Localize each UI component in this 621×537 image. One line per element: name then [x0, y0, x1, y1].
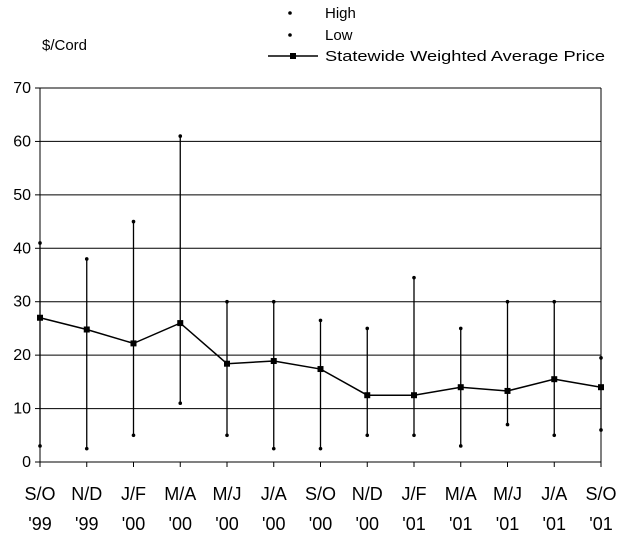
- x-tick-labels: S/O '99 N/D '99 J/F '00 M/A '00 M/J '00 J/A '00 S/O '…: [24, 484, 616, 534]
- average-point: [457, 384, 464, 391]
- high-point: [318, 318, 323, 323]
- average-point: [598, 384, 604, 391]
- low-point: [599, 428, 603, 432]
- average-point: [317, 366, 324, 373]
- x-tick-label-year: '00: [356, 514, 379, 534]
- y-tick-label: 20: [13, 347, 31, 364]
- high-point: [84, 257, 89, 261]
- low-point: [131, 433, 136, 438]
- x-tick-label: N/D: [71, 484, 102, 504]
- x-tick-label: S/O: [305, 484, 336, 504]
- legend-low-label: Low: [325, 27, 353, 44]
- x-tick-label-year: '99: [75, 514, 98, 534]
- average-point: [224, 360, 230, 367]
- high-point: [505, 299, 510, 304]
- y-tick-label: 10: [13, 401, 31, 418]
- legend-high-label: High: [325, 5, 356, 22]
- x-tick-label-year: '99: [28, 514, 51, 534]
- x-tick-label: M/A: [164, 484, 196, 504]
- high-point: [271, 299, 276, 304]
- x-tick-label-year: '00: [215, 514, 238, 534]
- low-point: [412, 433, 416, 438]
- high-point: [552, 299, 557, 304]
- y-tick-label: 30: [13, 294, 31, 311]
- x-tick-label: N/D: [352, 484, 383, 504]
- x-tick-label: S/O: [24, 484, 55, 504]
- legend-low-marker: [288, 33, 292, 37]
- x-tick-label-year: '01: [402, 514, 425, 534]
- high-point: [458, 326, 463, 331]
- low-point: [458, 444, 463, 448]
- axes: [35, 87, 602, 467]
- average-point: [130, 340, 137, 347]
- x-tick-label-year: '00: [169, 514, 192, 534]
- y-axis-label: $/Cord: [42, 37, 88, 54]
- high-low-ranges: [38, 134, 603, 451]
- high-point: [131, 219, 136, 224]
- low-point: [84, 446, 89, 451]
- average-point: [37, 314, 43, 321]
- high-point: [365, 326, 370, 331]
- x-tick-label: M/A: [445, 484, 477, 504]
- x-tick-label: J/F: [121, 484, 146, 504]
- y-tick-label: 0: [22, 454, 31, 471]
- average-point: [411, 392, 417, 399]
- y-tick-label: 50: [13, 187, 31, 204]
- x-tick-label-year: '01: [449, 514, 472, 534]
- low-point: [505, 422, 510, 427]
- x-tick-label: J/F: [402, 484, 427, 504]
- legend-average-label: Statewide Weighted Average Price: [325, 48, 605, 65]
- x-tick-label-year: '00: [309, 514, 332, 534]
- average-price-line: [37, 314, 604, 399]
- x-tick-label: J/A: [261, 484, 287, 504]
- high-point: [599, 356, 603, 360]
- x-tick-label-year: '01: [589, 514, 612, 534]
- x-tick-label: J/A: [541, 484, 567, 504]
- average-point: [270, 358, 277, 365]
- average-point: [551, 376, 558, 383]
- low-point: [38, 444, 42, 448]
- low-point: [178, 401, 183, 406]
- x-tick-label-year: '00: [122, 514, 145, 534]
- low-point: [225, 433, 229, 438]
- low-point: [365, 433, 370, 438]
- x-tick-label: M/J: [493, 484, 522, 504]
- legend: High Low Statewide Weighted Average Price: [268, 5, 605, 65]
- average-point: [504, 387, 511, 394]
- low-point: [318, 446, 323, 451]
- high-point: [178, 134, 183, 138]
- high-point: [412, 275, 416, 280]
- y-tick-label: 70: [13, 80, 31, 97]
- y-tick-label: 60: [13, 133, 31, 150]
- average-point: [83, 326, 90, 333]
- high-point: [38, 241, 42, 245]
- x-tick-label: M/J: [213, 484, 242, 504]
- high-point: [225, 299, 229, 304]
- average-point: [364, 392, 371, 399]
- x-tick-label-year: '01: [543, 514, 566, 534]
- y-tick-label: 40: [13, 240, 31, 257]
- x-tick-label-year: '00: [262, 514, 285, 534]
- low-point: [552, 433, 557, 438]
- x-tick-label-year: '01: [496, 514, 519, 534]
- legend-high-marker: [288, 11, 292, 15]
- x-tick-label: S/O: [585, 484, 616, 504]
- legend-average-marker: [290, 53, 296, 59]
- average-point: [177, 320, 184, 327]
- y-tick-labels: 0 10 20 30 40 50 60 70: [13, 80, 31, 471]
- low-point: [271, 446, 276, 451]
